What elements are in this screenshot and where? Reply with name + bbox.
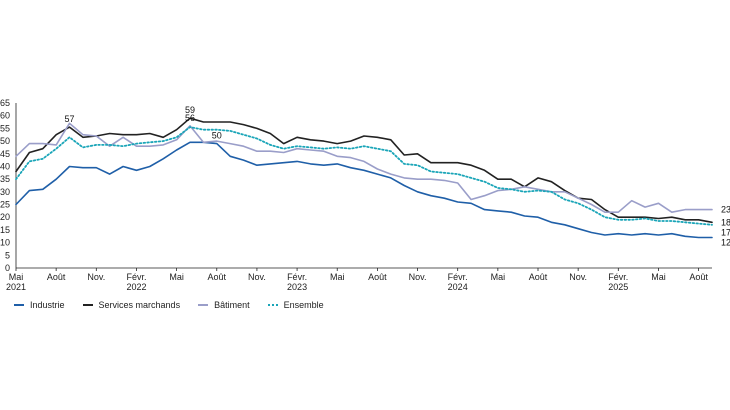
legend-label-batiment: Bâtiment [214,300,250,310]
x-tick-label: 2021 [6,282,26,292]
legend-label-services-marchands: Services marchands [98,300,181,310]
y-tick-label: 20 [0,212,10,222]
legend-item-industrie: Industrie [14,300,65,310]
x-tick-label: Août [208,272,227,282]
series-line-ensemble [15,126,713,226]
legend-swatch-industrie [14,304,24,306]
y-tick-label: 35 [0,174,10,184]
y-tick-label: 45 [0,149,10,159]
end-value-label: 17 [721,227,730,237]
x-tick-label: Nov. [248,272,266,282]
x-tick-label: Nov. [569,272,587,282]
y-tick-label: 60 [0,111,10,121]
x-tick-label: Févr. [448,272,468,282]
peak-annotation: 50 [212,131,222,141]
y-tick-label: 0 [5,263,10,273]
y-tick-label: 40 [0,161,10,171]
x-tick-label: Août [689,272,708,282]
end-value-label: 23 [721,205,730,215]
x-tick-label: Mai [491,272,506,282]
peak-annotation: 56 [185,113,195,123]
legend-item-ensemble: Ensemble [267,300,324,310]
legend-swatch-batiment [198,304,209,306]
x-tick-label: Août [368,272,387,282]
x-tick-label: Févr. [287,272,307,282]
x-tick-label: Févr. [126,272,146,282]
y-tick-label: 25 [0,200,10,210]
x-tick-label: Mai [330,272,345,282]
peak-annotation: 57 [65,114,75,124]
x-tick-label: 2022 [126,282,146,292]
legend-item-services-marchands: Services marchands [82,300,181,310]
legend-label-ensemble: Ensemble [283,300,324,310]
y-tick-label: 30 [0,187,10,197]
x-tick-label: Nov. [409,272,427,282]
legend-swatch-services-marchands [82,304,93,306]
y-axis: 0 5 10 15 20 25 30 35 40 45 50 55 60 65 [0,98,17,273]
series-layer [15,117,713,239]
x-tick-label: Nov. [87,272,105,282]
x-tick-label: Mai [169,272,184,282]
y-tick-label: 15 [0,225,10,235]
legend-label-industrie: Industrie [30,300,65,310]
x-tick-label: 2024 [448,282,468,292]
legend-swatch-ensemble [267,304,278,306]
end-value-label: 12 [721,237,730,247]
x-tick-label: Août [47,272,66,282]
x-tick-label: Mai [9,272,24,282]
x-tick-label: 2025 [608,282,628,292]
x-tick-label: Févr. [608,272,628,282]
x-tick-label: 2023 [287,282,307,292]
x-tick-label: Mai [651,272,666,282]
series-line-batiment [15,122,713,213]
x-tick-label: Août [529,272,548,282]
end-value-label: 18 [721,217,730,227]
y-tick-label: 10 [0,238,10,248]
series-line-industrie [15,141,713,239]
y-tick-label: 50 [0,136,10,146]
legend-item-batiment: Bâtiment [198,300,250,310]
y-tick-label: 55 [0,123,10,133]
y-tick-label: 65 [0,98,10,108]
series-line-services-marchands [15,117,713,224]
chart-legend: Industrie Services marchands Bâtiment En… [14,300,324,310]
peak-annotation: 59 [185,105,195,115]
y-tick-label: 5 [5,250,10,260]
